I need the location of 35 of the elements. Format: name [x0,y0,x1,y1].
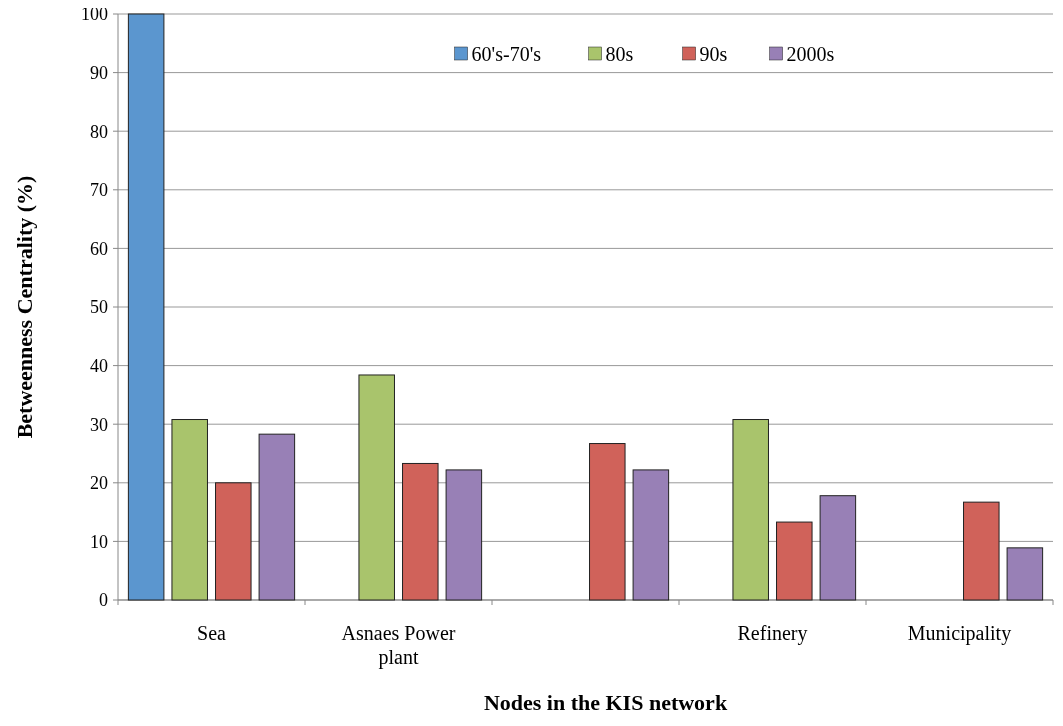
y-tick-label: 90 [90,62,108,83]
bar [445,469,483,601]
bar [589,443,626,601]
y-tick-label: 40 [90,355,108,376]
bar [776,521,813,601]
bar [358,374,395,601]
legend-label: 60's-70's [471,43,542,65]
y-tick-label: 70 [90,180,108,201]
legend-label: 2000s [786,43,835,65]
y-tick-label: 80 [90,121,108,142]
bar [258,433,296,601]
bar [1006,547,1044,601]
y-tick-label: 50 [90,297,108,318]
bar [402,462,439,601]
x-axis-title: Nodes in the KIS network [483,690,728,715]
y-tick-label: 10 [90,531,108,552]
x-tick-label: Sea [197,622,227,644]
y-axis-title: Betweenness Centrality (%) [12,175,37,439]
bar [732,419,769,601]
x-tick-label: Municipality [907,622,1012,645]
y-tick-label: 100 [81,4,108,25]
y-tick-label: 30 [90,414,108,435]
bar [127,13,165,601]
y-tick-label: 20 [90,473,108,494]
bar [215,482,252,601]
x-tick-label: Asnaes Power plant [341,622,456,669]
legend-label: 80s [605,43,634,65]
x-tick-label: Refinery [737,622,808,645]
bar [819,495,857,601]
legend-label: 90s [699,43,728,65]
bar [171,419,208,601]
bar [632,469,670,601]
y-tick-label: 0 [99,590,108,611]
y-tick-label: 60 [90,238,108,259]
bar [963,501,1000,601]
